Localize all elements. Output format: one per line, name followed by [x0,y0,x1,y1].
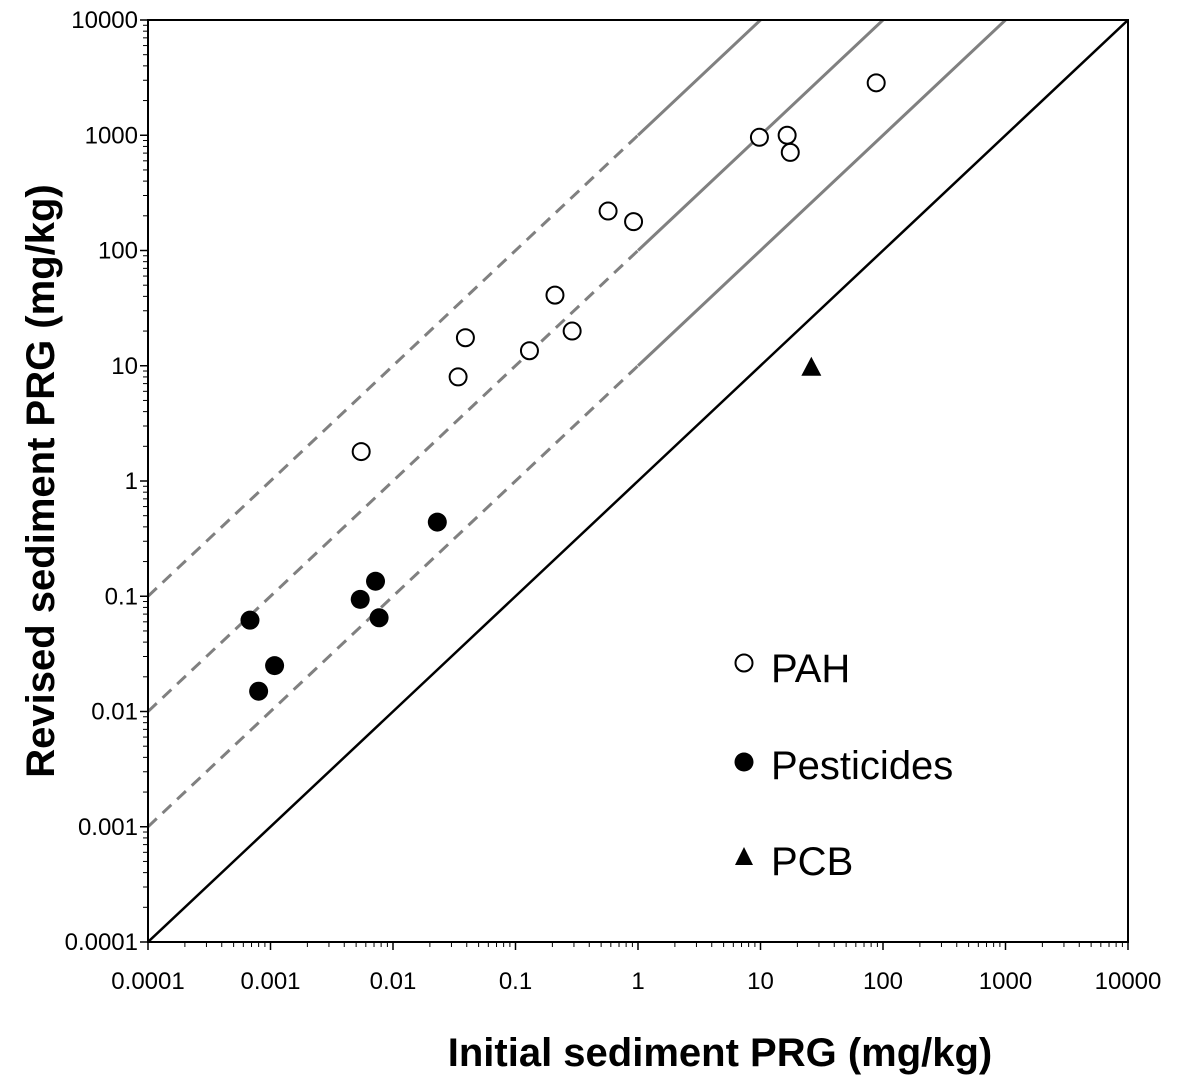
y-tick-label: 0.0001 [65,929,138,956]
y-tick-label: 0.1 [105,583,138,610]
pesticides-point [240,610,260,630]
legend-item-pcb: PCB [735,840,853,884]
legend-item-pah: PAH [734,647,850,691]
y-tick-label: 100 [98,238,138,265]
x-tick-label: 1000 [979,968,1032,995]
legend-item-pesticides: Pesticides [734,744,953,788]
pesticides-point [427,512,447,532]
pah-point [624,212,644,232]
pah-point [777,125,797,145]
reference-line-10x-solid [636,20,1008,367]
reference-line-1000x-dashed [148,134,640,598]
x-tick-label: 0.01 [370,968,417,995]
x-axis-title: Initial sediment PRG (mg/kg) [448,1031,993,1075]
y-tick-label: 10000 [71,7,138,34]
pesticides-point [369,608,389,628]
y-tick-label: 0.001 [78,814,138,841]
pah-point [749,127,769,147]
pah-point [562,321,582,341]
pah-point [519,341,539,361]
one-to-one-line [148,20,1128,942]
pesticides-point [249,681,269,701]
reference-line-10x-dashed [148,364,640,828]
x-tick-label: 100 [863,968,903,995]
legend-open-circle-marker [734,653,754,673]
legend-label-pah: PAH [771,647,850,691]
legend-label-pcb: PCB [771,840,853,884]
pah-point [866,73,886,93]
y-tick-label: 10 [111,353,138,380]
x-tick-label: 1 [631,968,644,995]
legend: PAH Pesticides PCB [734,647,953,884]
pcb-point [801,356,822,376]
pah-point [780,142,800,162]
x-tick-label: 10 [747,968,774,995]
x-tick-label: 0.0001 [111,968,184,995]
pah-point [598,201,618,221]
pah-point [448,367,468,387]
pesticides-point [350,589,370,609]
legend-label-pesticides: Pesticides [771,744,953,788]
pesticides-point [265,656,285,676]
reference-lines [148,20,1128,942]
y-tick-label: 1000 [85,122,138,149]
reference-line-1000x-solid [636,20,763,137]
data-points [240,73,886,701]
legend-triangle-marker [735,847,753,865]
pah-point [351,442,371,462]
axes: 0.0001 0.001 0.01 0.1 1 10 100 1000 10000 0.0001 0… [65,7,1162,995]
reference-line-100x-dashed [148,249,640,713]
pah-point [455,328,475,348]
y-axis-title: Revised sediment PRG (mg/kg) [19,184,63,777]
pah-point [545,285,565,305]
y-tick-label: 1 [125,468,138,495]
x-tick-label: 0.1 [499,968,532,995]
pesticides-point [366,571,386,591]
y-tick-label: 0.01 [91,699,138,726]
reference-line-100x-solid [636,20,886,252]
x-tick-label: 0.001 [240,968,300,995]
legend-filled-circle-marker [734,752,754,772]
x-tick-label: 10000 [1095,968,1162,995]
